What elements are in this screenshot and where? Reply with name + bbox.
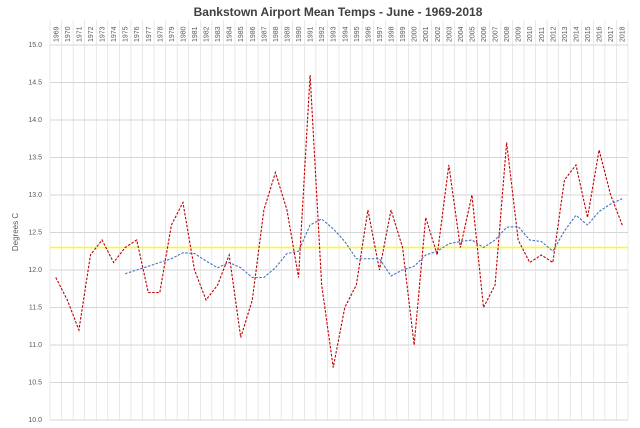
x-tick-label: 2017 xyxy=(608,26,615,42)
y-tick-label: 14.5 xyxy=(28,79,42,86)
x-tick-label: 1980 xyxy=(180,26,187,42)
x-tick-label: 1981 xyxy=(192,26,199,42)
x-tick-label: 1986 xyxy=(250,26,257,42)
chart-title: Bankstown Airport Mean Temps - June - 19… xyxy=(194,5,483,19)
series-line xyxy=(124,198,623,279)
x-tick-label: 2016 xyxy=(597,26,604,42)
y-tick-label: 10.5 xyxy=(28,379,42,386)
x-tick-label: 1989 xyxy=(284,26,291,42)
x-tick-label: 2005 xyxy=(469,26,476,42)
x-tick-label: 1971 xyxy=(76,26,83,42)
x-tick-label: 1979 xyxy=(169,26,176,42)
y-axis-title: Degrees C xyxy=(11,213,20,251)
x-tick-label: 2011 xyxy=(539,27,546,42)
y-tick-label: 10.0 xyxy=(28,417,42,424)
x-tick-label: 1999 xyxy=(400,26,407,42)
y-tick-label: 11.5 xyxy=(29,304,42,311)
x-tick-label: 1988 xyxy=(273,26,280,42)
y-tick-label: 13.0 xyxy=(28,192,42,199)
x-tick-label: 1996 xyxy=(365,26,372,42)
y-tick-label: 13.5 xyxy=(28,154,42,161)
x-tick-label: 1998 xyxy=(389,26,396,42)
x-tick-label: 2003 xyxy=(446,26,453,42)
x-tick-label: 1972 xyxy=(88,26,95,42)
x-tick-label: 2013 xyxy=(562,26,569,42)
x-tick-label: 1987 xyxy=(261,26,268,42)
y-tick-label: 12.5 xyxy=(28,229,42,236)
x-tick-label: 2000 xyxy=(412,26,419,42)
x-tick-label: 1991 xyxy=(308,26,315,42)
x-tick-label: 1990 xyxy=(296,26,303,42)
x-tick-label: 1970 xyxy=(65,26,72,42)
x-tick-label: 1985 xyxy=(238,26,245,42)
x-tick-label: 1973 xyxy=(100,26,107,42)
y-tick-label: 14.0 xyxy=(28,117,42,124)
x-tick-label: 1969 xyxy=(53,26,60,42)
x-tick-label: 2010 xyxy=(527,26,534,42)
x-tick-label: 2001 xyxy=(423,26,430,42)
y-tick-label: 11.0 xyxy=(29,342,42,349)
x-tick-label: 2012 xyxy=(550,26,557,42)
x-tick-label: 1997 xyxy=(377,26,384,42)
x-tick-label: 1976 xyxy=(134,26,141,42)
x-tick-label: 2018 xyxy=(620,26,627,42)
y-tick-label: 12.0 xyxy=(28,267,42,274)
x-tick-label: 2006 xyxy=(481,26,488,42)
series-line xyxy=(55,74,623,368)
x-tick-label: 1992 xyxy=(319,26,326,42)
x-tick-label: 2015 xyxy=(585,26,592,42)
x-tick-label: 1974 xyxy=(111,26,118,42)
x-tick-label: 2004 xyxy=(458,26,465,42)
x-tick-label: 2008 xyxy=(504,26,511,42)
x-tick-label: 1983 xyxy=(215,26,222,42)
x-tick-label: 1994 xyxy=(342,26,349,42)
x-tick-label: 1995 xyxy=(354,26,361,42)
x-tick-label: 1975 xyxy=(123,26,130,42)
x-tick-label: 1984 xyxy=(227,26,234,42)
x-tick-label: 2002 xyxy=(435,26,442,42)
x-tick-label: 1993 xyxy=(331,26,338,42)
y-tick-label: 15.0 xyxy=(28,42,42,49)
x-tick-label: 2009 xyxy=(516,26,523,42)
x-tick-label: 1978 xyxy=(157,26,164,42)
x-tick-label: 1977 xyxy=(146,26,153,42)
x-tick-label: 2007 xyxy=(493,26,500,42)
x-tick-label: 1982 xyxy=(204,26,211,42)
x-tick-label: 2014 xyxy=(573,26,580,42)
